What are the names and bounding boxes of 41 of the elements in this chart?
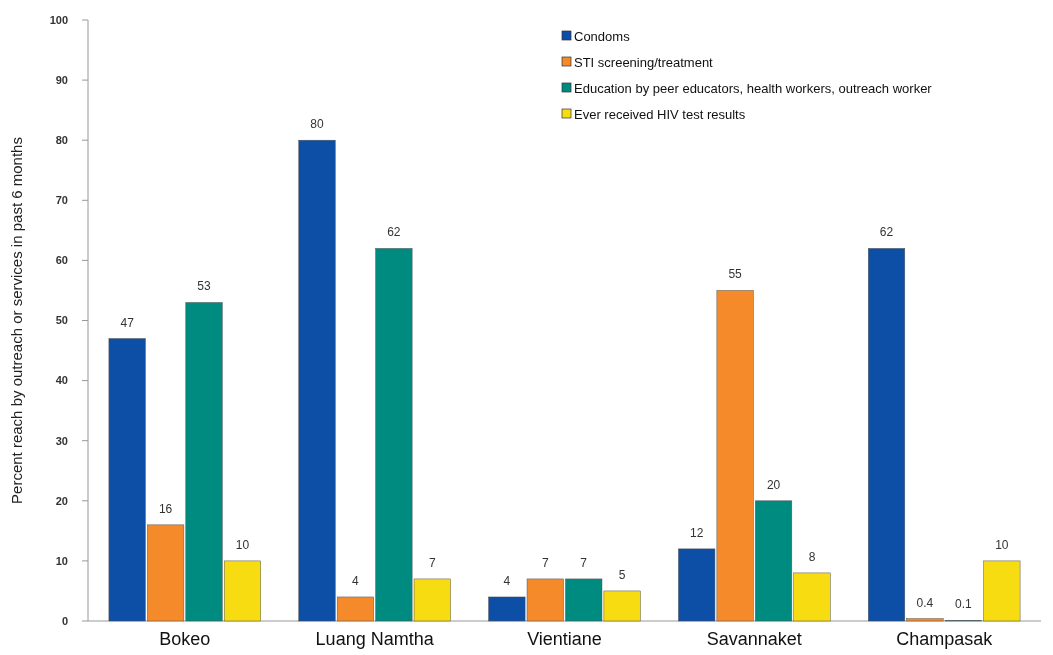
data-label: 62 bbox=[387, 225, 401, 240]
data-label: 0.1 bbox=[955, 597, 973, 612]
legend-label: Condoms bbox=[574, 28, 631, 44]
data-label: 47 bbox=[120, 315, 135, 330]
data-label: 7 bbox=[580, 555, 588, 570]
x-tick-label: Bokeo bbox=[159, 629, 211, 649]
y-tick-label: 90 bbox=[55, 73, 68, 86]
data-label: 12 bbox=[690, 525, 704, 540]
y-tick-label: 80 bbox=[55, 134, 68, 147]
data-label: 4 bbox=[352, 573, 360, 588]
data-label: 10 bbox=[995, 537, 1009, 552]
data-label: 80 bbox=[310, 117, 324, 132]
data-label: 7 bbox=[428, 555, 436, 570]
legend-label: Ever received HIV test results bbox=[574, 106, 746, 122]
legend-label: STI screening/treatment bbox=[574, 54, 714, 70]
data-label: 7 bbox=[541, 555, 549, 570]
x-tick-label: Champasak bbox=[896, 629, 994, 649]
data-label: 16 bbox=[158, 501, 173, 516]
y-tick-label: 70 bbox=[55, 194, 68, 207]
data-label: 55 bbox=[728, 267, 743, 282]
y-tick-label: 30 bbox=[55, 434, 68, 447]
legend-label: Education by peer educators, health workers, outreach worker bbox=[574, 80, 933, 96]
y-tick-label: 20 bbox=[55, 494, 68, 507]
data-label: 0.4 bbox=[916, 595, 934, 610]
y-tick-label: 0 bbox=[61, 614, 68, 627]
x-tick-label: Vientiane bbox=[527, 629, 602, 649]
x-tick-label: Luang Namtha bbox=[315, 629, 435, 649]
data-label: 53 bbox=[197, 279, 212, 294]
y-tick-label: 100 bbox=[49, 13, 68, 26]
y-axis-title: Percent reach by outreach or services in past 6 months bbox=[8, 137, 25, 504]
y-tick-label: 60 bbox=[55, 254, 68, 267]
data-label: 4 bbox=[503, 573, 511, 588]
data-label: 5 bbox=[618, 567, 626, 582]
y-tick-label: 40 bbox=[55, 374, 68, 387]
y-tick-label: 50 bbox=[55, 314, 68, 327]
data-label: 62 bbox=[879, 225, 894, 240]
y-tick-label: 10 bbox=[55, 554, 68, 567]
data-label: 10 bbox=[235, 537, 250, 552]
x-tick-label: Savannaket bbox=[706, 629, 802, 649]
data-label: 8 bbox=[808, 549, 816, 564]
data-label: 20 bbox=[766, 477, 781, 492]
